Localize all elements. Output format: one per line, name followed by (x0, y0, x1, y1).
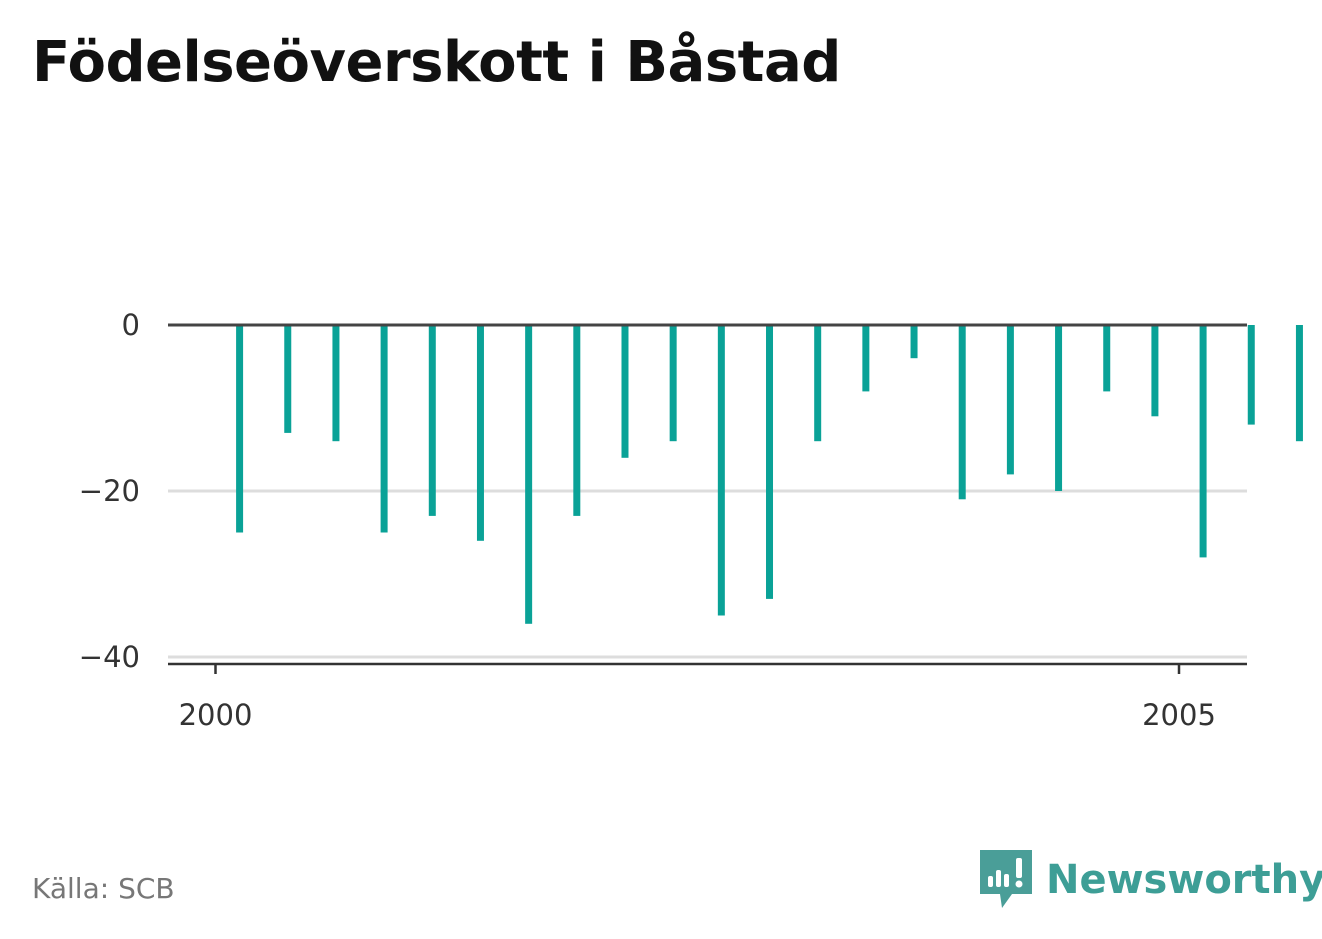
bar (910, 325, 918, 359)
chart-title: Födelseöverskott i Båstad (32, 30, 841, 95)
bar (1006, 325, 1014, 475)
bar (1295, 325, 1303, 442)
bars (236, 325, 1303, 624)
axes (168, 323, 1247, 674)
bar (766, 325, 774, 599)
bar (1199, 325, 1207, 558)
bar (236, 325, 244, 533)
bar (1103, 325, 1111, 392)
bar (1151, 325, 1159, 417)
y-tick-label: −20 (79, 474, 140, 508)
bar (573, 325, 581, 516)
source-note: Källa: SCB (32, 872, 175, 905)
bar (1055, 325, 1063, 491)
tick-labels: 0−20−40200020052010201520202025 (79, 308, 1216, 732)
bar (669, 325, 677, 442)
y-tick-label: −40 (79, 640, 140, 674)
bar (428, 325, 436, 516)
gridlines (168, 489, 1247, 659)
newsworthy-logo-icon (980, 850, 1032, 908)
brand-logo[interactable]: Newsworthy (980, 850, 1322, 910)
x-tick-label: 2000 (179, 698, 253, 732)
x-tick-label: 2005 (1142, 698, 1216, 732)
bar (621, 325, 629, 458)
bar (862, 325, 870, 392)
bar (284, 325, 292, 433)
y-tick-label: 0 (122, 308, 140, 342)
bar (332, 325, 340, 442)
bar (1247, 325, 1255, 425)
bar (525, 325, 533, 624)
bar (380, 325, 388, 533)
bar (476, 325, 484, 541)
bar (958, 325, 966, 500)
bar (814, 325, 822, 442)
brand-name: Newsworthy (1046, 857, 1322, 903)
bar (717, 325, 725, 616)
